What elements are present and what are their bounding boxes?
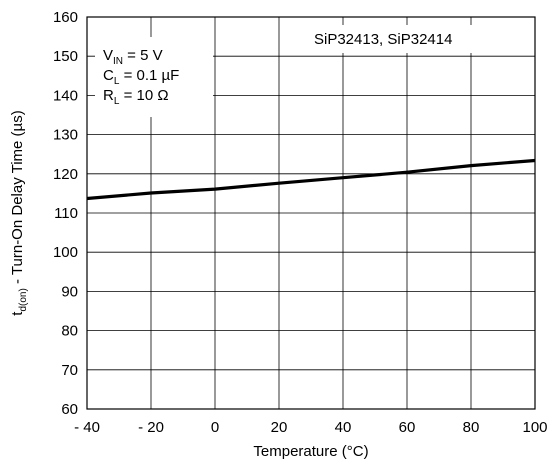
y-tick-label: 60	[61, 401, 78, 418]
y-tick-label: 160	[53, 9, 78, 26]
x-tick-label: - 40	[74, 419, 100, 436]
y-tick-label: 100	[53, 244, 78, 261]
y-tick-label: 150	[53, 48, 78, 65]
y-tick-label: 120	[53, 166, 78, 183]
condition-line: RL = 10 Ω	[103, 87, 169, 107]
annotation-box	[306, 25, 521, 53]
x-tick-label: 0	[211, 419, 219, 436]
x-tick-label: 60	[399, 419, 416, 436]
condition-line: VIN = 5 V	[103, 47, 163, 67]
series-group	[86, 158, 536, 201]
y-tick-label: 70	[61, 362, 78, 379]
y-tick-label: 110	[54, 205, 78, 222]
x-tick-label: 80	[463, 419, 480, 436]
y-axis-title: td(on) - Turn-On Delay Time (µs)	[9, 110, 29, 315]
conditions-box	[95, 37, 213, 117]
series-line	[86, 158, 536, 201]
y-tick-label: 140	[53, 87, 78, 104]
x-axis-title: Temperature (°C)	[253, 443, 368, 460]
x-tick-label: 40	[335, 419, 352, 436]
x-tick-label: 20	[271, 419, 288, 436]
x-tick-label: - 20	[138, 419, 164, 436]
grid	[87, 17, 535, 409]
y-tick-label: 90	[61, 283, 78, 300]
tick-labels: - 40 - 20 0 20 40 60 80 100 60 70 80 90 100 110 120 130…	[53, 9, 548, 436]
y-tick-label: 80	[61, 323, 78, 340]
annotation-label: SiP32413, SiP32414	[314, 31, 452, 48]
condition-line: CL = 0.1 µF	[103, 67, 179, 87]
plot-frame	[86, 16, 536, 410]
y-tick-label: 130	[53, 127, 78, 144]
x-tick-label: 100	[522, 419, 547, 436]
